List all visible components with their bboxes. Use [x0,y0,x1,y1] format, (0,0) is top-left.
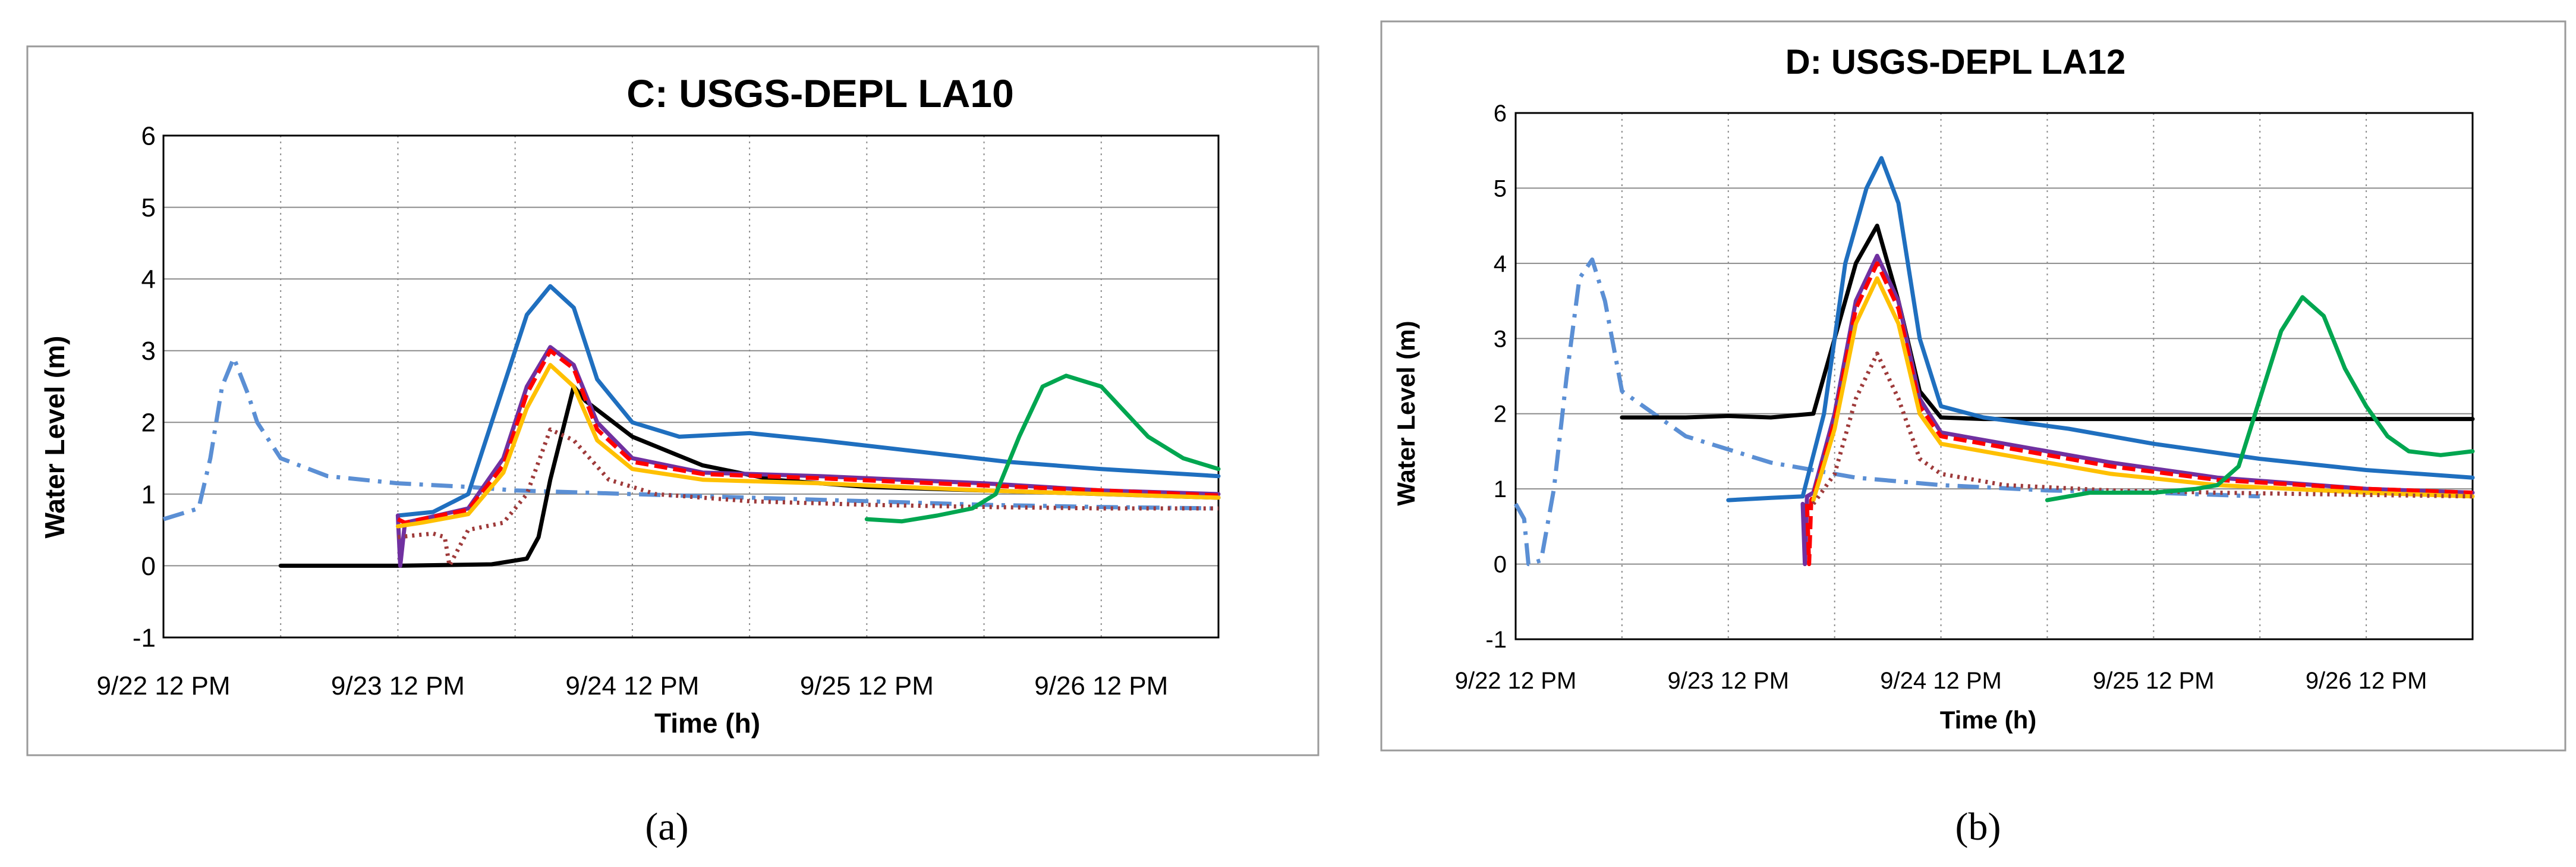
chart-a-ytick-0: -1 [133,623,156,652]
chart-b-series-yellow [1811,276,2475,502]
chart-a-ytick-3: 2 [141,409,156,438]
chart-b-ytick-3: 2 [1494,401,1507,428]
chart-a-xtick-2: 9/24 12 PM [565,671,699,700]
chart-a-ytick-6: 5 [141,193,156,222]
chart-b-plot-area [1514,112,2474,640]
chart-a-ytick-5: 4 [141,265,156,294]
chart-a-series-dark-blue [395,284,1221,518]
chart-a-series-yellow [395,363,1221,529]
chart-a-series-green [864,373,1221,524]
chart-b-xtick-1: 9/23 12 PM [1667,668,1789,694]
chart-a-xtick-4: 9/26 12 PM [1034,671,1168,700]
chart-b-series-green [2045,295,2475,502]
chart-b-ytick-1: 0 [1494,552,1507,578]
chart-b-series-light-blue-dashdot [1513,257,2260,567]
chart-b-xtick-3: 9/25 12 PM [2093,668,2215,694]
chart-a-xlabel: Time (h) [654,708,760,739]
chart-a-series-brown-dotted [398,427,1218,568]
chart-b-ytick-5: 4 [1494,251,1507,277]
chart-b-plot: -1 0 1 2 3 4 5 6 9/22 12 PM 9/23 12 PM 9/24 12 PM 9… [1455,100,2475,694]
chart-b-ylabel: Water Level (m) [1392,321,1420,505]
chart-panel-b: D: USGS-DEPL LA12 -1 0 1 2 3 4 5 6 9/22 12 PM 9/2… [1380,20,2566,849]
chart-b-ytick-4: 3 [1494,326,1507,352]
chart-a-series-red-dashed [396,348,1219,525]
chart-a-series-purple [395,345,1221,568]
chart-b-series-purple [1800,253,2475,567]
chart-a-series-light-blue-dashdot [162,356,1219,522]
chart-a-ytick-2: 1 [141,480,156,509]
panel-label-b: (b) [1955,805,2001,849]
chart-a-plot: -1 0 1 2 3 4 5 6 9/22 12 PM 9/23 12 PM 9/24 12 PM 9… [96,121,1221,700]
chart-b-frame [1380,20,2566,752]
chart-b-series-brown-dotted [1812,351,2473,505]
chart-a-title: C: USGS-DEPL LA10 [626,71,1014,115]
chart-a-xtick-0: 9/22 12 PM [96,671,230,700]
chart-a-ytick-4: 3 [141,337,156,366]
chart-a-ylabel: Water Level (m) [39,336,70,539]
chart-a-frame [26,45,1320,756]
chart-b-ytick-0: -1 [1485,627,1507,653]
chart-a-ytick-7: 6 [141,121,156,150]
chart-b-ytick-2: 1 [1494,476,1507,502]
chart-b-xtick-4: 9/26 12 PM [2306,668,2427,694]
chart-b-ytick-6: 5 [1494,175,1507,202]
chart-a-plot-area [162,134,1220,639]
chart-b-xtick-0: 9/22 12 PM [1455,668,1577,694]
chart-b-xtick-2: 9/24 12 PM [1880,668,2002,694]
panel-label-a: (a) [645,805,688,849]
chart-b-xlabel: Time (h) [1940,706,2037,734]
chart-panel-a: C: USGS-DEPL LA10 -1 0 1 2 3 4 5 6 9/22 12 PM 9/2… [26,45,1320,849]
chart-b-title: D: USGS-DEPL LA12 [1785,43,2126,81]
chart-b-ytick-7: 6 [1494,100,1507,127]
chart-a-xtick-3: 9/25 12 PM [800,671,934,700]
chart-a-xtick-1: 9/23 12 PM [331,671,465,700]
chart-a-ytick-1: 0 [141,552,156,581]
chart-b-series-dark-blue [1726,156,2475,502]
